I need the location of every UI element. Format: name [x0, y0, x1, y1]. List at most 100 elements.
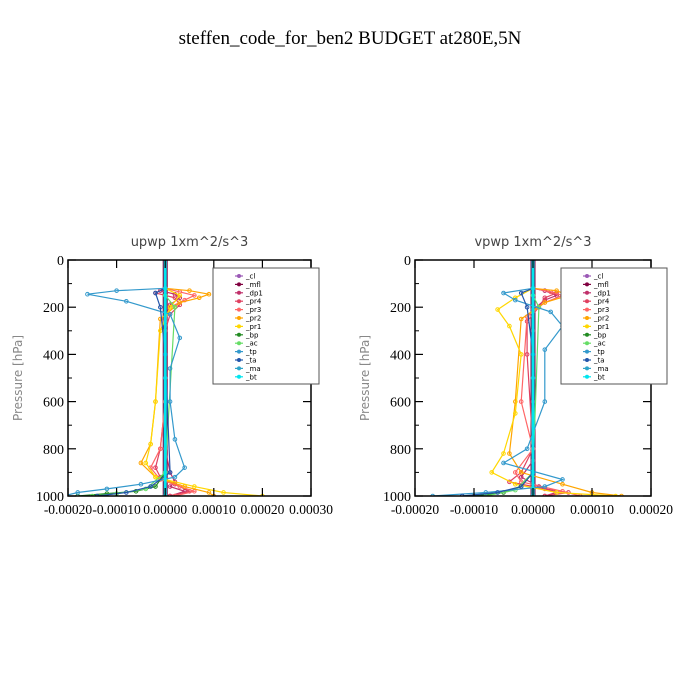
- y-tick-label: 600: [390, 396, 411, 411]
- y-tick-label: 400: [43, 348, 64, 363]
- legend-label: _ta: [593, 357, 605, 365]
- series-point-pr1: [513, 411, 518, 416]
- series-point-pr2: [138, 460, 144, 466]
- legend-marker: [585, 358, 589, 362]
- series-point-pr1: [167, 304, 173, 310]
- x-tick-label: 0.00020: [629, 502, 673, 517]
- series-point-pr1: [513, 481, 518, 487]
- legend-marker: [237, 307, 241, 312]
- panel-upwp: upwp 1xm^2/s^3 Pressure [hPa] 0 200 400 600 80…: [11, 235, 333, 517]
- series-point-ta: [518, 290, 524, 296]
- x-tick-label: 0.00020: [240, 502, 284, 517]
- series-point-pr1: [501, 451, 506, 456]
- series-point-tp: [542, 347, 548, 352]
- series-point-tp: [177, 335, 183, 341]
- panel-title: vpwp 1xm^2/s^3: [474, 235, 591, 250]
- legend-marker: [585, 332, 589, 337]
- legend-marker: [237, 274, 241, 278]
- legend-marker: [585, 341, 589, 346]
- panel-title: upwp 1xm^2/s^3: [131, 235, 249, 250]
- legend-marker: [585, 374, 589, 379]
- panel-vpwp: vpwp 1xm^2/s^3 Pressure [hPa] 0 200 400 600 80…: [358, 235, 673, 517]
- legend-marker: [237, 282, 241, 287]
- series-point-ta: [124, 490, 129, 495]
- series-point-ta: [158, 304, 163, 310]
- y-tick-label: 1000: [36, 490, 64, 505]
- legend-label: _cl: [245, 273, 255, 281]
- series-point-pr2: [158, 316, 163, 322]
- series-point-ta: [167, 470, 173, 475]
- legend-label: _pr4: [593, 298, 610, 306]
- series-point-pr2: [187, 288, 192, 293]
- legend-marker: [585, 290, 589, 295]
- legend-label: _bt: [593, 373, 605, 381]
- series-point-tp: [124, 299, 129, 304]
- legend-marker: [585, 274, 589, 278]
- series-point-pr4: [167, 493, 173, 496]
- legend-label: _ma: [593, 365, 609, 373]
- series-point-pr1: [153, 399, 158, 404]
- series-point-pr1: [143, 460, 149, 466]
- series-line-pr1: [490, 287, 616, 496]
- series-point-pr4: [172, 295, 178, 301]
- legend-marker: [585, 316, 589, 320]
- series-point-tp: [75, 490, 81, 495]
- series-point-pr3: [158, 446, 163, 452]
- series-point-tp: [104, 486, 110, 492]
- series-point-ta: [518, 484, 524, 489]
- legend-label: _ac: [593, 340, 606, 348]
- legend-label: _bp: [245, 331, 259, 339]
- x-tick-label: -0.00010: [450, 502, 499, 517]
- series-point-pr1: [489, 470, 495, 475]
- series-point-tp: [560, 477, 565, 482]
- legend-label: _pr3: [593, 306, 609, 314]
- series-point-tp: [114, 288, 119, 293]
- series-point-pr3: [513, 470, 518, 475]
- series-point-pr2: [619, 493, 624, 496]
- series-point-pr1: [221, 490, 226, 495]
- legend-box: [212, 267, 320, 385]
- series-point-ta: [459, 493, 465, 496]
- legend-label: _tp: [593, 348, 605, 356]
- legend-box: [560, 267, 668, 385]
- series-point-ta: [524, 304, 530, 310]
- legend-marker: [237, 316, 241, 320]
- series-group: [430, 260, 624, 496]
- y-tick-label: 800: [43, 443, 64, 458]
- series-point-pr3: [518, 399, 524, 404]
- series-point-pr4: [542, 493, 548, 496]
- legend-label: _bt: [245, 373, 257, 381]
- series-point-ta: [153, 290, 158, 296]
- series-point-pr3: [192, 293, 197, 298]
- series-point-ta: [94, 493, 100, 496]
- series-point-pr1: [158, 328, 163, 334]
- series-point-pr1: [613, 493, 618, 496]
- series-point-pr2: [206, 291, 212, 297]
- series-point-dp1: [518, 474, 524, 480]
- series-point-pr1: [518, 352, 524, 357]
- legend-marker: [585, 307, 589, 312]
- legend-label: _pr4: [245, 298, 262, 306]
- legend-label: _ta: [245, 357, 257, 365]
- x-tick-label: -0.00010: [92, 502, 141, 517]
- x-tick-label: -0.00020: [44, 502, 93, 517]
- legend-marker: [237, 290, 241, 295]
- legend-label: _pr2: [245, 315, 261, 323]
- series-point-tp: [172, 474, 178, 480]
- series-point-pr4: [153, 465, 158, 470]
- series-point-pr2: [554, 288, 559, 293]
- series-point-tp: [542, 484, 548, 489]
- series-point-tp: [138, 481, 144, 487]
- x-tick-label: 0.00010: [570, 502, 614, 517]
- legend-label: _pr2: [593, 315, 609, 323]
- x-tick-label: 0.00000: [511, 502, 555, 517]
- series-point-pr4: [542, 295, 548, 301]
- series-point-pr2: [206, 490, 212, 495]
- legend-label: _pr1: [593, 323, 609, 331]
- legend: _cl_mfl_dp1_pr4_pr3_pr2_pr1_bp_ac_tp_ta_…: [560, 267, 668, 385]
- series-point-tp: [542, 399, 548, 404]
- series-point-ta: [148, 484, 153, 489]
- series-point-pr1: [192, 484, 197, 489]
- series-point-tp: [167, 399, 173, 404]
- series-point-tp: [167, 311, 173, 317]
